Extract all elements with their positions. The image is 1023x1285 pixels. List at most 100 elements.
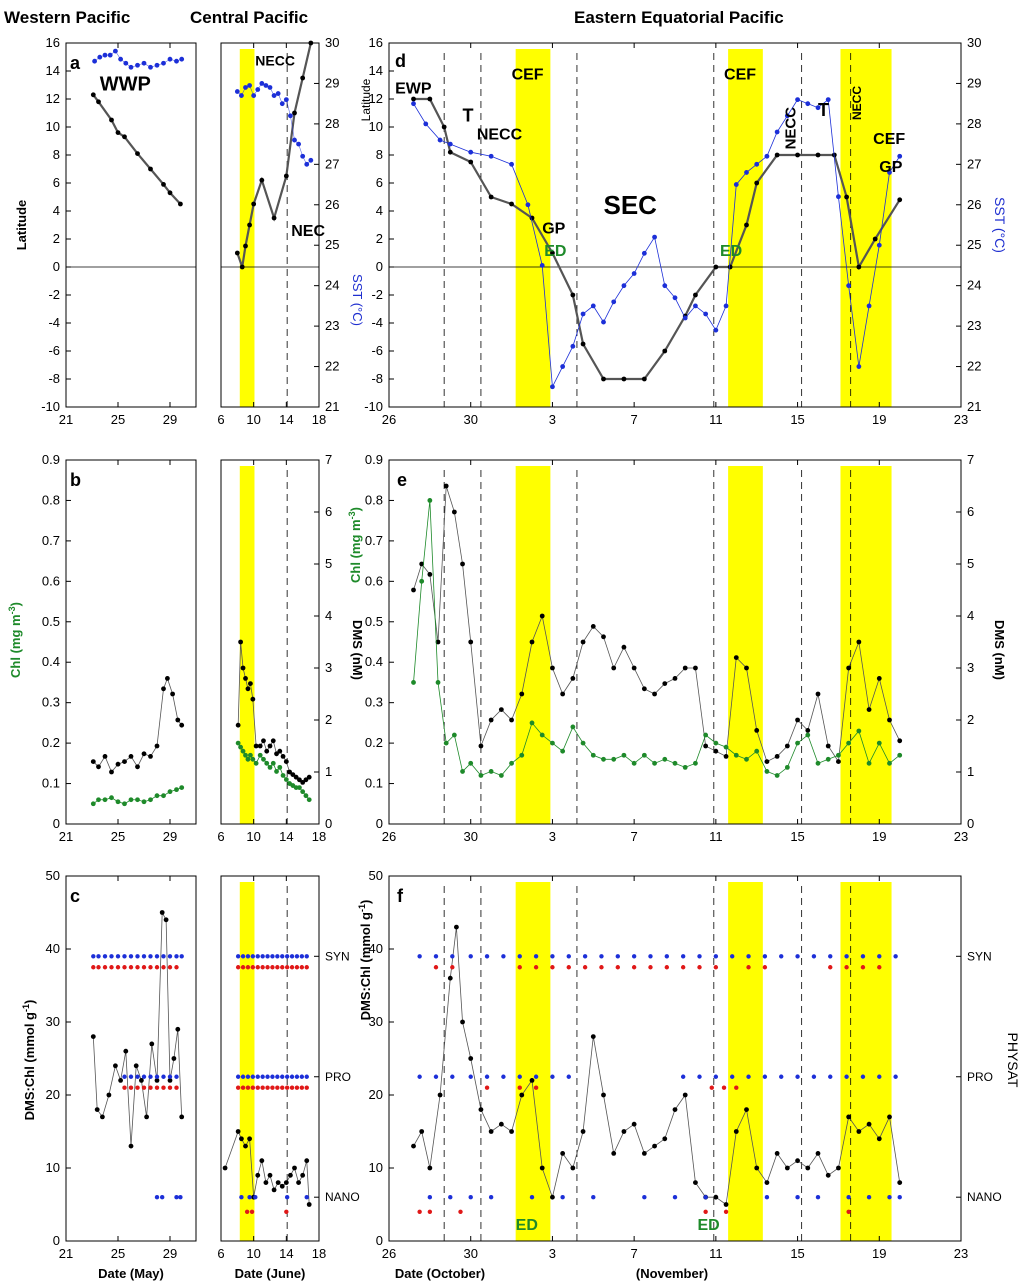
- data-point-b-0-1: [96, 764, 101, 770]
- y-tick-label-e-9: 0.9: [365, 452, 383, 467]
- annotation-d-0: EWP: [395, 80, 432, 97]
- y-tick-label-c-2: 20: [46, 1087, 60, 1102]
- data-point-f-0-8: [478, 1107, 484, 1112]
- data-point-e-1-21: [611, 756, 617, 762]
- data-point-d-1-10: [560, 364, 566, 369]
- data-point-e-0-39: [795, 717, 800, 723]
- data-point-c-0-18: [179, 1114, 185, 1120]
- data-point-e-0-24: [641, 686, 647, 692]
- y-tick-label-c-1: 10: [46, 1160, 60, 1175]
- panel-letter-d: d: [395, 51, 406, 71]
- data-point-a-0-9: [178, 201, 183, 207]
- data-point-e-0-33: [733, 655, 739, 660]
- data-point-d-1-22: [682, 315, 688, 321]
- data-point-c2-0-18: [304, 1158, 310, 1164]
- axes-frame-d: [388, 42, 962, 408]
- data-point-c-1-11: [161, 954, 166, 959]
- data-point-e-0-48: [887, 717, 892, 723]
- y-tick-label-a-4: -2: [48, 287, 60, 302]
- data-point-b2-1-5: [248, 752, 253, 758]
- x-tick-label-c-0: 21: [59, 1246, 73, 1261]
- data-point-f-0-17: [570, 1165, 576, 1171]
- data-point-c2-0-3: [243, 1143, 248, 1149]
- data-point-d-0-12: [621, 376, 627, 382]
- data-point-b-1-11: [161, 793, 166, 799]
- data-point-e-1-10: [498, 773, 504, 778]
- data-point-c-4-6: [161, 1085, 166, 1090]
- data-point-f-2-13: [697, 965, 702, 970]
- y-tick-label-a-13: 16: [46, 35, 60, 50]
- y-tick-label-a-8: 6: [53, 175, 60, 190]
- data-point-c-1-9: [148, 954, 153, 959]
- data-point-c-1-5: [122, 954, 127, 959]
- data-point-f-1-28: [877, 954, 882, 959]
- y-tick-label-b-9: 0.9: [42, 452, 60, 467]
- data-point-b2-1-1: [238, 744, 244, 750]
- y-axis-title-f: DMS:Chl (mmol g-1): [357, 900, 373, 1021]
- data-point-f-2-9: [631, 965, 637, 970]
- data-point-b2-0-4: [245, 686, 251, 692]
- data-point-c-5-3: [178, 1195, 183, 1200]
- y2-tick-label-d-7: 28: [967, 116, 981, 131]
- data-point-b-0-5: [122, 759, 127, 764]
- data-point-b-0-15: [179, 722, 185, 728]
- x-tick-label-b-2: 29: [163, 829, 177, 844]
- data-point-c2-0-16: [296, 1180, 301, 1185]
- data-point-e-0-8: [478, 743, 484, 749]
- y-tick-label-a-10: 10: [46, 119, 60, 134]
- data-point-f-1-24: [811, 954, 817, 959]
- data-point-f-0-37: [774, 1151, 780, 1156]
- data-point-f-1-18: [713, 954, 719, 959]
- data-point-d-0-2: [441, 124, 447, 130]
- data-point-f-0-14: [539, 1165, 545, 1171]
- x-tick-label-a2-3: 18: [312, 412, 326, 427]
- x-tick-label-f-4: 11: [709, 1246, 723, 1261]
- data-point-e-1-44: [846, 740, 852, 746]
- data-point-f-5-9: [703, 1195, 708, 1200]
- data-point-d-1-38: [846, 283, 852, 289]
- data-point-c-1-12: [167, 954, 173, 959]
- y-tick-label-c-5: 50: [46, 868, 60, 883]
- data-point-c-0-14: [163, 917, 169, 923]
- data-point-c2-4-14: [304, 1085, 309, 1090]
- x-tick-label-e-6: 19: [872, 829, 886, 844]
- y2-tick-label-d-4: 25: [967, 237, 981, 252]
- data-point-c2-1-1: [240, 954, 246, 959]
- y2-tick-label-d-9: 30: [967, 35, 981, 50]
- data-point-e-0-32: [723, 754, 729, 759]
- y2-tick-label-a2-4: 25: [325, 237, 339, 252]
- data-point-a2-1-3: [247, 83, 252, 88]
- x-tick-label-a2-2: 14: [279, 412, 293, 427]
- panel-letter-b: b: [70, 470, 81, 490]
- data-point-e-0-38: [784, 743, 790, 749]
- data-point-a-0-7: [161, 182, 166, 187]
- data-point-f-2-20: [877, 965, 882, 970]
- x-tick-label-c2-3: 18: [312, 1246, 326, 1261]
- annotation-d-6: SEC: [604, 190, 658, 220]
- data-point-a-1-14: [174, 58, 179, 64]
- data-point-b-0-0: [90, 759, 96, 764]
- data-point-e-1-32: [723, 744, 729, 750]
- data-point-c-0-0: [90, 1034, 96, 1039]
- y2-tick-label-e-4: 4: [967, 608, 974, 623]
- data-point-c2-0-14: [288, 1172, 293, 1178]
- data-point-c2-0-2: [239, 1136, 244, 1142]
- data-point-f-3-23: [893, 1074, 898, 1079]
- y2-tick-label-a2-6: 27: [325, 156, 339, 171]
- y-tick-label-d-10: 10: [369, 119, 383, 134]
- data-point-c-0-7: [128, 1143, 134, 1149]
- y2-tick-label-d-3: 24: [967, 278, 981, 293]
- data-point-f-0-9: [488, 1129, 494, 1134]
- data-point-c2-2-5: [260, 965, 265, 970]
- data-point-e-1-34: [744, 756, 749, 762]
- data-point-c2-3-8: [275, 1074, 280, 1079]
- data-point-e-1-24: [641, 752, 647, 758]
- data-point-f-0-21: [611, 1151, 617, 1156]
- x-axis-title-c2: Date (June): [235, 1266, 306, 1281]
- data-point-f-2-4: [550, 965, 555, 970]
- data-point-d-1-26: [723, 303, 729, 309]
- data-point-d-0-5: [488, 194, 494, 200]
- data-point-d-1-37: [836, 194, 841, 200]
- y-tick-label-a-3: -4: [48, 315, 60, 330]
- data-point-f-2-2: [517, 965, 522, 970]
